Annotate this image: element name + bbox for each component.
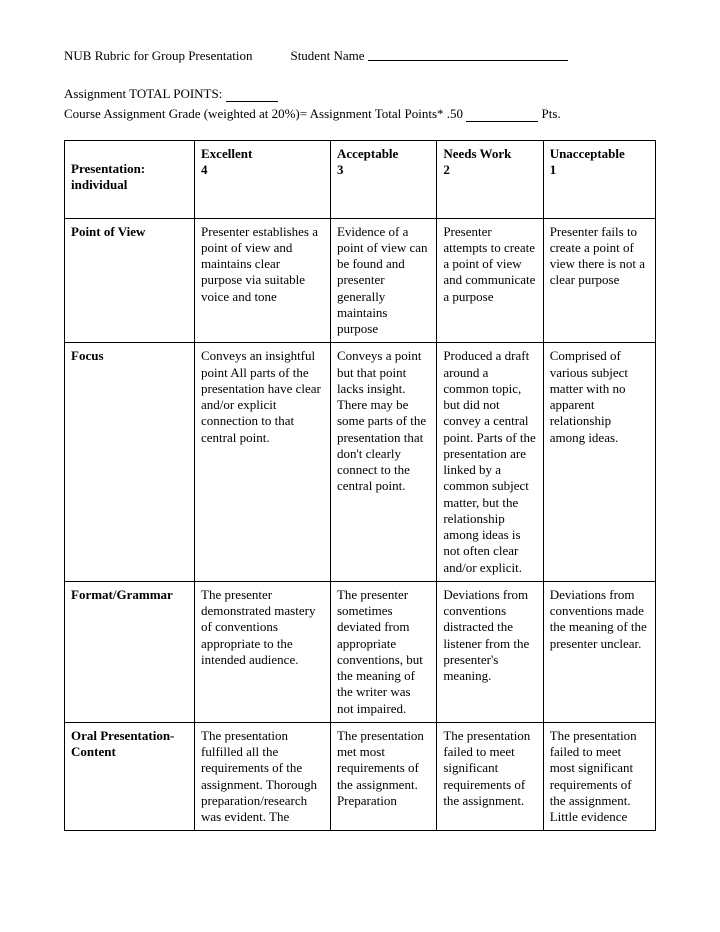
pts-suffix: Pts. <box>542 106 561 121</box>
hdr-unacceptable: Unacceptable 1 <box>543 141 655 219</box>
rubric-table: Presentation: individual Excellent 4 Acc… <box>64 140 656 831</box>
course-grade-blank <box>466 109 538 122</box>
assignment-block: Assignment TOTAL POINTS: Course Assignme… <box>64 86 656 122</box>
cell-needs-work: Presenter attempts to create a point of … <box>437 218 543 343</box>
doc-title: NUB Rubric for Group Presentation <box>64 48 252 64</box>
table-row: Focus Conveys an insightful point All pa… <box>65 343 656 582</box>
cell-excellent: Conveys an insightful point All parts of… <box>195 343 331 582</box>
hdr-needs-work: Needs Work 2 <box>437 141 543 219</box>
cell-unacceptable: Presenter fails to create a point of vie… <box>543 218 655 343</box>
total-points-blank <box>226 89 278 102</box>
row-label: Oral Presentation- Content <box>65 722 195 831</box>
cell-needs-work: Deviations from conventions distracted t… <box>437 581 543 722</box>
cell-unacceptable: The presentation failed to meet most sig… <box>543 722 655 831</box>
cell-unacceptable: Comprised of various subject matter with… <box>543 343 655 582</box>
cell-unacceptable: Deviations from conventions made the mea… <box>543 581 655 722</box>
cell-excellent: The presentation fulfilled all the requi… <box>195 722 331 831</box>
cell-excellent: The presenter demonstrated mastery of co… <box>195 581 331 722</box>
cell-excellent: Presenter establishes a point of view an… <box>195 218 331 343</box>
row-label: Format/Grammar <box>65 581 195 722</box>
table-header-row: Presentation: individual Excellent 4 Acc… <box>65 141 656 219</box>
table-row: Point of View Presenter establishes a po… <box>65 218 656 343</box>
total-points-label: Assignment TOTAL POINTS: <box>64 86 222 101</box>
course-grade-text: Course Assignment Grade (weighted at 20%… <box>64 106 466 121</box>
cell-acceptable: Evidence of a point of view can be found… <box>330 218 436 343</box>
row-label: Focus <box>65 343 195 582</box>
cell-acceptable: The presentation met most requirements o… <box>330 722 436 831</box>
student-name-blank <box>368 48 568 61</box>
cell-acceptable: The presenter sometimes deviated from ap… <box>330 581 436 722</box>
cell-needs-work: The presentation failed to meet signific… <box>437 722 543 831</box>
table-row: Format/Grammar The presenter demonstrate… <box>65 581 656 722</box>
hdr-presentation: Presentation: individual <box>65 141 195 219</box>
cell-needs-work: Produced a draft around a common topic, … <box>437 343 543 582</box>
row-label: Point of View <box>65 218 195 343</box>
hdr-excellent: Excellent 4 <box>195 141 331 219</box>
table-row: Oral Presentation- Content The presentat… <box>65 722 656 831</box>
cell-acceptable: Conveys a point but that point lacks ins… <box>330 343 436 582</box>
hdr-acceptable: Acceptable 3 <box>330 141 436 219</box>
student-name-label: Student Name <box>290 48 364 64</box>
